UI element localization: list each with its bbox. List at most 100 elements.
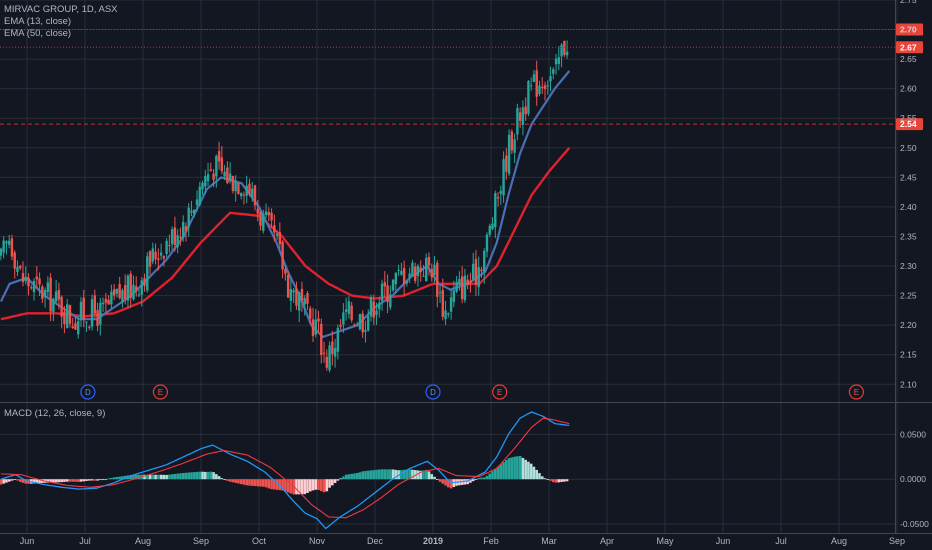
- candle-body[interactable]: [237, 182, 240, 194]
- candle-body[interactable]: [251, 188, 254, 198]
- candle-body[interactable]: [217, 151, 221, 162]
- candle-body[interactable]: [342, 312, 345, 325]
- candle-body[interactable]: [2, 240, 5, 253]
- candle-body[interactable]: [336, 327, 340, 352]
- candle-body[interactable]: [444, 310, 447, 320]
- candle-body[interactable]: [245, 185, 248, 196]
- candle-body[interactable]: [314, 319, 317, 335]
- symbol-title[interactable]: MIRVAC GROUP, 1D, ASX: [4, 4, 118, 15]
- candle-body[interactable]: [405, 281, 409, 284]
- macd-pane[interactable]: [0, 411, 570, 530]
- candle-body[interactable]: [107, 299, 110, 305]
- dividend-marker[interactable]: [425, 384, 441, 400]
- candle-body[interactable]: [27, 277, 30, 287]
- candle-body[interactable]: [516, 108, 519, 135]
- candle-body[interactable]: [267, 212, 271, 216]
- candle-body[interactable]: [123, 285, 127, 299]
- candle-body[interactable]: [565, 51, 569, 56]
- candle-body[interactable]: [292, 290, 295, 293]
- candle-body[interactable]: [46, 282, 50, 293]
- candle-body[interactable]: [441, 289, 445, 317]
- candle-body[interactable]: [541, 86, 544, 88]
- candle-body[interactable]: [518, 112, 522, 121]
- candle-body[interactable]: [328, 345, 331, 371]
- candle-body[interactable]: [339, 325, 342, 327]
- macd-legend-label[interactable]: MACD (12, 26, close, 9): [4, 408, 106, 419]
- candle-body[interactable]: [386, 285, 389, 303]
- candle-body[interactable]: [419, 267, 422, 272]
- candle-body[interactable]: [389, 294, 392, 308]
- candle-body[interactable]: [496, 197, 500, 199]
- candle-body[interactable]: [507, 134, 511, 174]
- candle-body[interactable]: [21, 273, 25, 283]
- candle-body[interactable]: [325, 356, 329, 368]
- candle-body[interactable]: [295, 288, 298, 306]
- candle-body[interactable]: [273, 225, 276, 233]
- candle-body[interactable]: [93, 295, 97, 314]
- candle-body[interactable]: [137, 294, 141, 296]
- candle-body[interactable]: [347, 301, 351, 314]
- candle-body[interactable]: [413, 266, 417, 281]
- candle-body[interactable]: [411, 262, 414, 276]
- candle-body[interactable]: [367, 316, 370, 331]
- candle-body[interactable]: [369, 296, 373, 317]
- dividend-marker[interactable]: [80, 384, 96, 400]
- candle-body[interactable]: [485, 234, 489, 252]
- candle-body[interactable]: [63, 311, 66, 324]
- candle-body[interactable]: [425, 257, 428, 282]
- candle-body[interactable]: [284, 269, 287, 274]
- candle-body[interactable]: [195, 199, 199, 205]
- candle-body[interactable]: [333, 348, 337, 357]
- candle-body[interactable]: [460, 276, 464, 299]
- candle-body[interactable]: [43, 290, 47, 297]
- candle-body[interactable]: [378, 302, 381, 310]
- candle-body[interactable]: [99, 302, 102, 325]
- candle-body[interactable]: [242, 194, 246, 196]
- candle-body[interactable]: [538, 85, 541, 95]
- candle-body[interactable]: [391, 279, 395, 291]
- candle-body[interactable]: [209, 169, 213, 171]
- candle-body[interactable]: [262, 213, 265, 231]
- macd-signal-line[interactable]: [0, 417, 570, 519]
- candle-body[interactable]: [353, 324, 356, 326]
- candle-body[interactable]: [143, 278, 146, 286]
- candle-body[interactable]: [427, 256, 431, 266]
- candle-body[interactable]: [505, 155, 508, 172]
- candle-body[interactable]: [215, 155, 218, 177]
- candle-body[interactable]: [170, 229, 174, 245]
- candle-body[interactable]: [32, 280, 36, 293]
- candle-body[interactable]: [309, 308, 312, 319]
- candle-body[interactable]: [380, 283, 384, 302]
- candle-body[interactable]: [204, 176, 207, 187]
- candle-body[interactable]: [198, 186, 201, 205]
- candle-body[interactable]: [471, 263, 475, 280]
- candle-body[interactable]: [557, 57, 561, 64]
- candle-body[interactable]: [491, 223, 494, 230]
- candle-body[interactable]: [190, 210, 193, 213]
- candle-body[interactable]: [361, 313, 364, 333]
- candle-body[interactable]: [474, 258, 478, 285]
- candle-body[interactable]: [306, 293, 309, 304]
- candle-body[interactable]: [7, 240, 11, 245]
- earnings-marker[interactable]: [848, 384, 865, 400]
- candle-body[interactable]: [115, 288, 119, 294]
- candle-body[interactable]: [402, 268, 406, 285]
- candle-body[interactable]: [104, 298, 108, 303]
- candle-body[interactable]: [226, 167, 229, 183]
- candle-body[interactable]: [289, 289, 293, 301]
- candle-body[interactable]: [234, 180, 237, 192]
- candle-body[interactable]: [193, 209, 196, 215]
- candle-body[interactable]: [447, 313, 450, 315]
- candle-body[interactable]: [157, 258, 160, 260]
- ema13-line[interactable]: [0, 70, 571, 339]
- candle-body[interactable]: [74, 323, 77, 330]
- candle-body[interactable]: [344, 309, 348, 312]
- candle-body[interactable]: [483, 250, 486, 272]
- candle-body[interactable]: [68, 304, 72, 324]
- candle-body[interactable]: [57, 289, 61, 300]
- candle-body[interactable]: [397, 269, 400, 271]
- candle-body[interactable]: [270, 212, 273, 221]
- candle-body[interactable]: [71, 326, 74, 328]
